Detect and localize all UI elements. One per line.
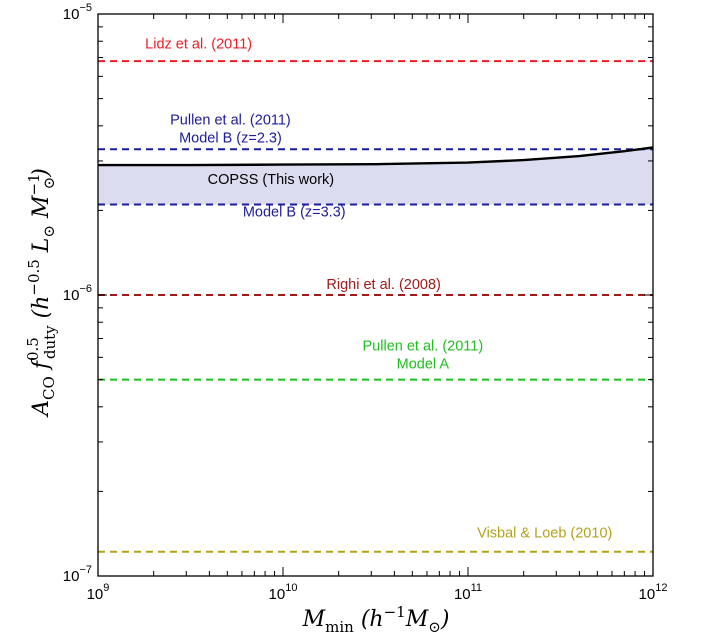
x-tick-base: 10 [269,586,286,603]
x-title-units-rest: M [405,607,429,632]
y-title-f-sup: 0.5 [24,337,42,361]
x-tick-label-1: 1010 [269,582,298,603]
annotation-2: COPSS (This work) [208,172,335,188]
y-title-sub: CO [40,376,58,400]
annotation-5: Pullen et al. (2011) Model A [363,338,484,372]
reference-lines-layer [98,60,653,553]
copss-band-layer [98,147,653,205]
y-tick-label-0: 10−7 [63,564,92,585]
x-tick-label-3: 1012 [639,582,668,603]
y-axis-title: ACO f0.5duty (h−0.5 L⊙ M−1⊙) [24,168,59,418]
annotation-4-line-0: Righi et al. (2008) [326,277,440,293]
y-title-L-sub: ⊙ [40,225,58,238]
annotation-3: Model B (z=3.3) [243,205,346,221]
y-title-close: ) [29,168,54,178]
annotation-5-line-1: Model A [397,356,450,372]
y-title-main: A [29,400,54,418]
y-tick-base: 10 [63,6,80,23]
x-tick-base: 10 [639,586,656,603]
x-tick-exp: 10 [285,582,297,594]
y-tick-exp: −6 [79,283,92,295]
y-title-M: M [29,195,54,225]
annotations-layer: Lidz et al. (2011) Pullen et al. (2011) Mo… [145,36,612,541]
y-title-M-sub: ⊙ [40,177,58,190]
y-tick-label-1: 10−6 [63,283,92,304]
y-tick-base: 10 [63,568,80,585]
x-title-close: ) [440,607,450,632]
annotation-4: Righi et al. (2008) [326,277,440,293]
x-tick-exp: 11 [471,582,482,594]
x-title-units: (h [361,607,384,632]
annotation-3-line-0: Model B (z=3.3) [243,205,346,221]
y-title-units: (h [29,296,54,319]
annotation-2-line-0: COPSS (This work) [208,172,335,188]
annotation-0: Lidz et al. (2011) [145,36,252,52]
copss-curve [98,146,654,167]
y-tick-exp: −5 [79,2,92,14]
y-title-f-sub: duty [41,325,59,359]
x-tick-base: 10 [87,586,104,603]
y-title-L: L [29,238,54,260]
x-title-units-sub: ⊙ [428,618,441,635]
annotation-0-line-0: Lidz et al. (2011) [145,36,252,52]
y-title-M-sup: −1 [25,173,43,195]
y-tick-exp: −7 [79,564,92,576]
y-tick-label-2: 10−5 [63,2,92,23]
x-tick-label-2: 1011 [454,582,482,603]
x-tick-label-0: 109 [87,582,110,603]
y-tick-base: 10 [63,287,80,304]
x-tick-exp: 9 [103,582,109,594]
y-title-f: f [29,357,54,376]
x-title-main: M [302,607,326,632]
x-axis-title: Mmin (h−1M⊙) [302,603,450,635]
y-title-units-exp: −0.5 [25,259,43,295]
annotation-5-line-0: Pullen et al. (2011) [363,338,484,354]
x-tick-exp: 12 [655,582,667,594]
copss-band [98,147,653,205]
x-title-units-exp: −1 [384,603,406,621]
annotation-1-line-0: Pullen et al. (2011) [170,112,291,128]
x-title-sub: min [325,618,354,635]
copss-curve-layer [98,146,654,167]
x-tick-base: 10 [454,586,471,603]
annotation-1: Pullen et al. (2011) Model B (z=2.3) [170,112,291,146]
annotation-6: Visbal & Loeb (2010) [477,526,612,542]
annotation-6-line-0: Visbal & Loeb (2010) [477,526,612,542]
annotation-1-line-1: Model B (z=2.3) [179,130,282,146]
